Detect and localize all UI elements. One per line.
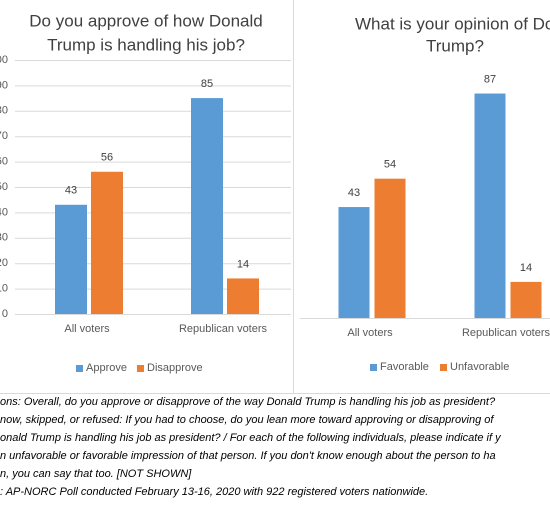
y-tick-label: 80	[0, 105, 8, 117]
value-label: 56	[101, 152, 113, 164]
note: ons: Overall, do you approve or disappro…	[0, 396, 496, 408]
x-tick-label: Republican voters	[179, 323, 268, 335]
chart-title: Trump is handling his job?	[47, 35, 245, 54]
value-label: 43	[65, 185, 77, 197]
y-tick-label: 40	[0, 206, 8, 218]
legend-swatch	[137, 365, 144, 372]
legend-label: Favorable	[380, 361, 429, 373]
y-tick-label: 0	[2, 308, 8, 320]
bar	[474, 93, 506, 318]
bar	[227, 278, 259, 314]
note: onald Trump is handling his job as presi…	[0, 432, 502, 444]
x-tick-label: All voters	[64, 323, 110, 335]
note: : AP-NORC Poll conducted February 13-16,…	[0, 486, 428, 498]
value-label: 54	[384, 159, 396, 171]
x-tick-label: Republican voters	[462, 327, 550, 339]
legend-label: Unfavorable	[450, 361, 509, 373]
note: now, skipped, or refused: If you had to …	[0, 414, 494, 426]
y-tick-label: 90	[0, 79, 8, 91]
y-tick-label: 30	[0, 232, 8, 244]
y-tick-label: 10	[0, 283, 8, 295]
bar	[510, 281, 542, 318]
note: n, you can say that too. [NOT SHOWN]	[0, 468, 192, 480]
y-tick-label: 70	[0, 130, 8, 142]
value-label: 87	[484, 73, 496, 85]
y-tick-label: 50	[0, 181, 8, 193]
legend-swatch	[370, 364, 377, 371]
y-tick-label: 60	[0, 156, 8, 168]
bar	[91, 171, 123, 314]
bar	[55, 204, 87, 314]
chart-title: Trump?	[426, 36, 484, 55]
chart-title: Do you approve of how Donald	[29, 11, 262, 30]
legend-swatch	[76, 365, 83, 372]
x-tick-label: All voters	[347, 327, 393, 339]
value-label: 14	[520, 262, 532, 274]
legend-swatch	[440, 364, 447, 371]
value-label: 85	[201, 78, 213, 90]
chart-title: What is your opinion of Don	[355, 14, 550, 33]
note: n unfavorable or favorable impression of…	[0, 450, 496, 462]
value-label: 43	[348, 187, 360, 199]
legend-label: Approve	[86, 362, 127, 374]
y-tick-label: 100	[0, 54, 8, 66]
bar	[191, 98, 223, 314]
bar	[338, 207, 370, 318]
value-label: 14	[237, 258, 249, 270]
y-tick-label: 20	[0, 257, 8, 269]
bar	[374, 178, 406, 318]
legend-label: Disapprove	[147, 362, 203, 374]
